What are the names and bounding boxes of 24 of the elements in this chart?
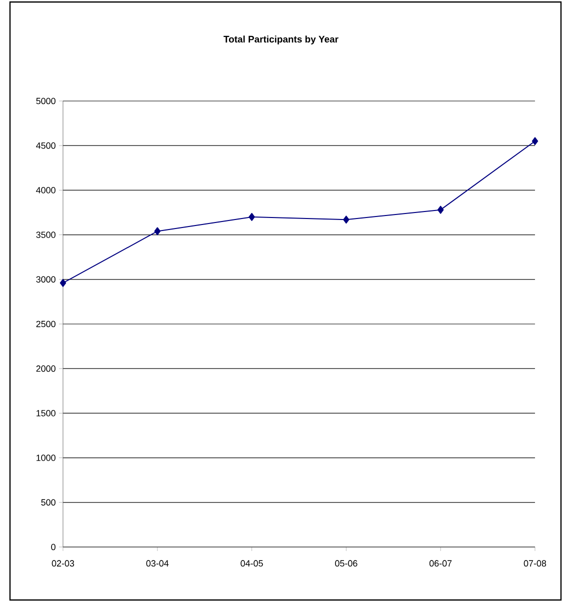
point: [248, 212, 255, 221]
y-tick-label: 2000: [36, 365, 56, 372]
y-tick-label: 2500: [36, 320, 56, 328]
point: [60, 278, 66, 287]
x-tick-label: 05-06: [335, 560, 358, 567]
x-tick-label: 07-08: [524, 560, 546, 567]
y-tick-label: 0: [51, 544, 56, 550]
x-tick-label: 02-03: [52, 560, 74, 567]
y-tick-label: 5000: [36, 98, 56, 104]
y-tick-label: 1000: [36, 454, 56, 461]
x-tick-label: 06-07: [429, 560, 452, 567]
point: [343, 216, 350, 224]
x-tick-label: 03-04: [146, 560, 169, 567]
y-tick-label: 500: [41, 499, 56, 506]
y-tick-label: 4000: [36, 187, 56, 194]
point: [437, 206, 444, 214]
y-tick-label: 3000: [36, 276, 56, 283]
chart-title: Total Participants by Year: [224, 36, 338, 44]
point: [532, 137, 538, 146]
x-tick-label: 04-05: [240, 560, 263, 567]
y-tick-label: 3500: [36, 232, 56, 238]
y-tick-label: 1500: [36, 410, 56, 416]
y-tick-label: 4500: [36, 142, 56, 149]
point: [154, 227, 161, 236]
